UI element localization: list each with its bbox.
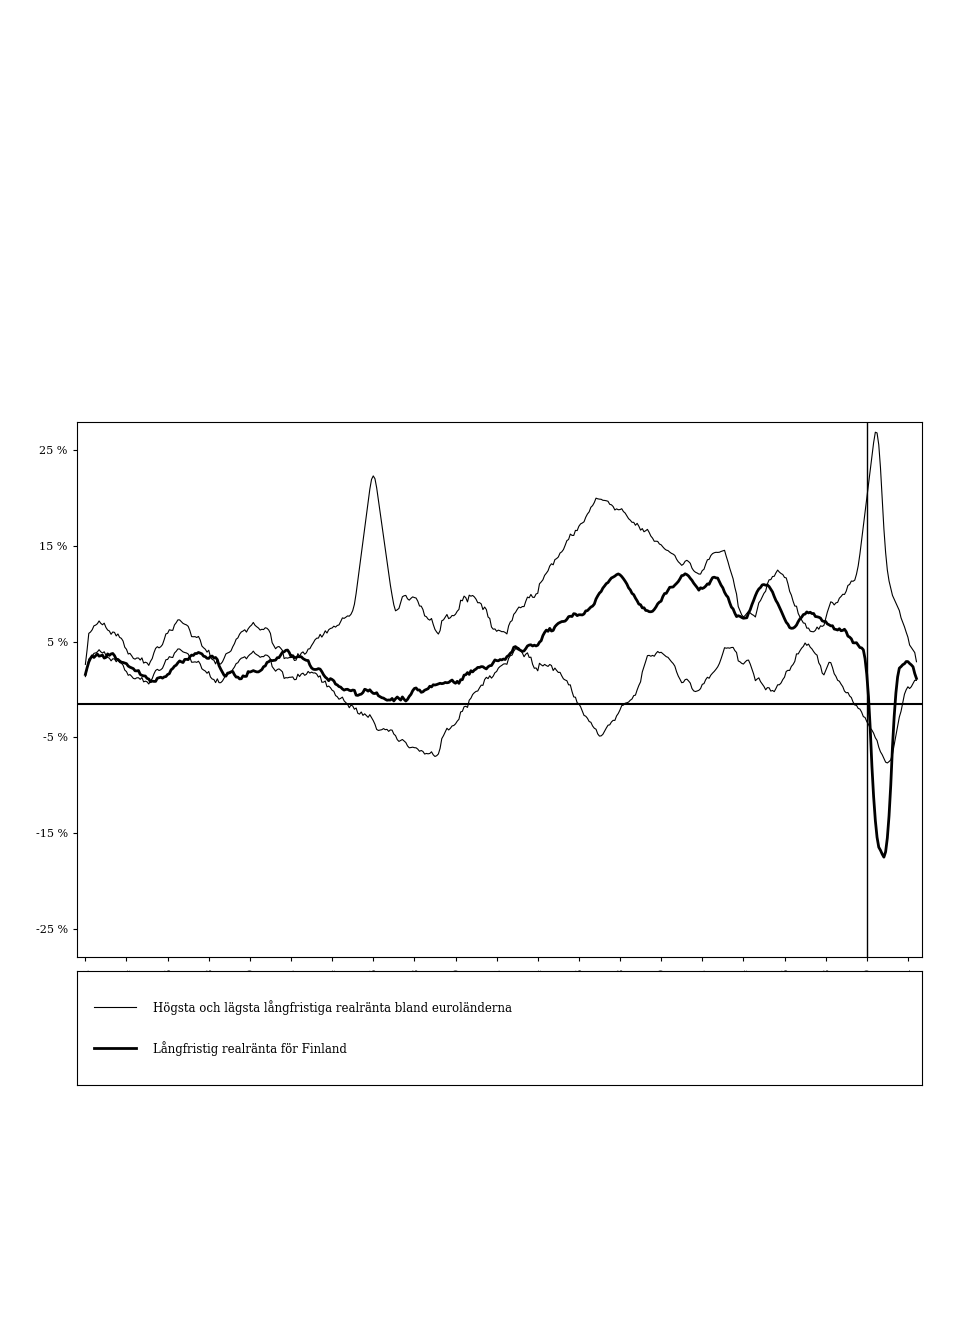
Text: Långfristig realränta för Finland: Långfristig realränta för Finland xyxy=(153,1040,347,1055)
Text: Högsta och lägsta långfristiga realränta bland euroländerna: Högsta och lägsta långfristiga realränta… xyxy=(153,1000,512,1015)
